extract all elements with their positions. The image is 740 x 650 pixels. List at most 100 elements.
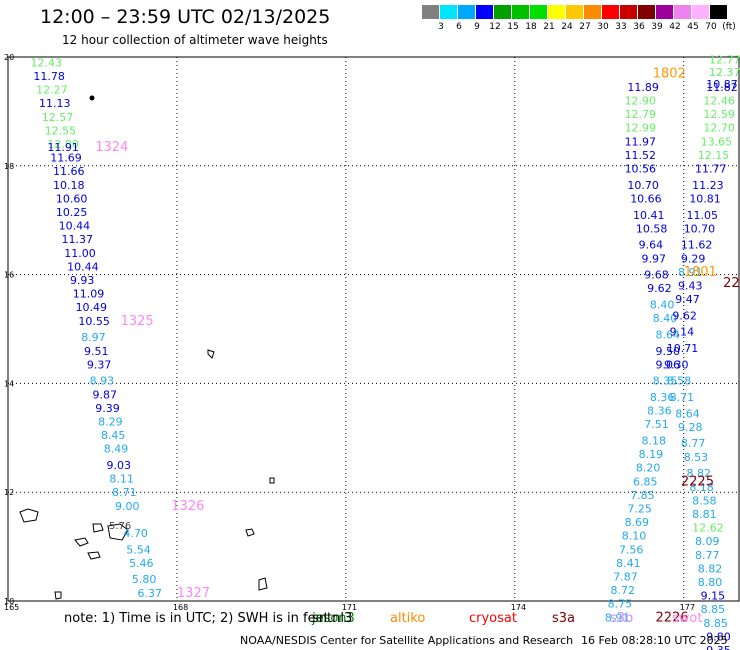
scale-label: (ft)	[722, 22, 736, 32]
wave-height-value: 12.99	[625, 122, 657, 135]
wave-height-value: 8.91	[605, 611, 630, 624]
wave-height-value: 8.29	[98, 415, 123, 428]
wave-height-value: 9.03	[107, 459, 131, 472]
scale-swatch	[422, 5, 439, 19]
wave-height-value: 9.39	[95, 402, 120, 415]
wave-height-value: 10.70	[684, 222, 716, 235]
x-tick-label: 168	[173, 603, 188, 612]
wave-height-value: 11.05	[687, 209, 719, 222]
wave-height-value: 13.65	[701, 135, 733, 148]
y-tick-label: 16	[4, 271, 14, 280]
wave-height-value: 7.25	[627, 503, 652, 516]
wave-height-value: 9.06	[656, 358, 681, 371]
wave-height-value: 10.18	[53, 179, 85, 192]
pass-time-label: 1326	[171, 499, 204, 514]
island-outline	[92, 523, 104, 533]
wave-height-value: 10.81	[689, 192, 721, 205]
wave-height-value: 7.56	[619, 543, 644, 556]
island-outline	[245, 528, 255, 537]
wave-height-value: 11.52	[625, 149, 657, 162]
wave-height-value: 8.19	[639, 448, 664, 461]
wave-height-value: 12.57	[42, 111, 74, 124]
wave-height-value: 12.79	[625, 108, 657, 121]
wave-height-value: 11.37	[61, 233, 93, 246]
x-tick-label: 177	[680, 603, 695, 612]
wave-height-value: 8.09	[695, 535, 720, 548]
island-outline	[258, 577, 268, 591]
wave-height-value: 11.00	[64, 247, 96, 260]
wave-height-value: 12.43	[31, 56, 63, 69]
wave-height-value: 10.55	[78, 315, 110, 328]
wave-height-value: 8.35	[653, 375, 678, 388]
wave-height-value: 8.18	[641, 435, 666, 448]
wave-height-value: 8.41	[616, 557, 641, 570]
wave-height-value: 10.25	[56, 206, 88, 219]
wave-height-value: 11.69	[50, 152, 82, 165]
scale-label: 33	[615, 22, 627, 32]
wave-height-value: 8.49	[104, 443, 129, 456]
scale-label: 3	[438, 22, 444, 32]
y-tick-label: 18	[4, 162, 14, 171]
wave-height-value: 9.87	[92, 388, 117, 401]
y-tick-label: 14	[4, 379, 14, 388]
island-outline	[269, 477, 275, 484]
wave-height-value: 9.00	[115, 500, 140, 513]
mission-label: s3b	[610, 611, 634, 626]
wave-height-value: 9.28	[678, 421, 703, 434]
wave-height-value: 8.40	[650, 299, 675, 312]
wave-height-value: 8.64	[656, 328, 681, 341]
y-tick-label: 10	[4, 597, 14, 606]
wave-height-value: 8.80	[698, 576, 723, 589]
wave-height-value: 10.44	[59, 220, 91, 233]
wave-height-value: 10.44	[67, 260, 99, 273]
island-outline	[74, 537, 89, 547]
scale-label: 24	[561, 22, 573, 32]
wave-height-value: 12.15	[698, 149, 730, 162]
wave-height-value: 10.71	[667, 342, 699, 355]
wave-height-value: 9.68	[644, 269, 669, 282]
wave-height-value: 8.71	[670, 391, 695, 404]
wave-height-value: 9.80	[706, 630, 731, 643]
wave-height-value: 11.66	[53, 165, 85, 178]
wave-height-value: 9.35	[706, 644, 731, 650]
wave-height-values: 12.4311.7812.2711.1312.5712.5512.8011.91…	[31, 54, 740, 650]
scale-swatch	[566, 5, 583, 19]
wave-height-value: 8.69	[625, 516, 650, 529]
wave-height-value: 8.82	[687, 467, 712, 480]
wave-height-value: 9.30	[664, 358, 689, 371]
scale-label: 18	[525, 22, 537, 32]
wave-height-value: 8.64	[675, 407, 700, 420]
wave-height-value: 10.60	[56, 192, 88, 205]
scale-label: 27	[579, 22, 591, 32]
scale-swatch	[494, 5, 511, 19]
wave-height-value: 5.54	[126, 543, 151, 556]
wave-height-value: 8.72	[610, 584, 635, 597]
wave-height-value: 12.37	[709, 66, 740, 79]
pass-time-label: 1324	[95, 140, 128, 155]
scale-swatch	[476, 5, 493, 19]
wave-height-value: 8.36	[647, 405, 672, 418]
wave-height-value: 9.93	[70, 274, 95, 287]
scale-swatch	[656, 5, 673, 19]
wave-height-value: 12.80	[47, 138, 79, 151]
island-dot	[89, 95, 95, 101]
wave-height-value: 11.77	[695, 163, 727, 176]
mission-label: s3a	[552, 611, 576, 626]
wave-height-value: 7.85	[630, 489, 655, 502]
mission-label: altiko	[390, 611, 426, 626]
scale-label: 15	[507, 22, 519, 32]
scale-swatch	[512, 5, 529, 19]
island-outline	[54, 591, 62, 600]
scale-label: 21	[543, 22, 555, 32]
wave-height-value: 8.91	[678, 266, 703, 279]
wave-height-value: 9.15	[701, 590, 726, 603]
wave-height-value: 11.13	[39, 97, 71, 110]
wave-height-value: 8.85	[701, 603, 726, 616]
wave-height-value: 10.49	[76, 301, 108, 314]
scale-swatch	[620, 5, 637, 19]
pass-time-label: 1327	[177, 586, 210, 601]
mission-label: sntnl3	[312, 611, 353, 626]
scale-label: 30	[597, 22, 609, 32]
chart-title: 12:00 – 23:59 UTC 02/13/2025	[40, 6, 331, 28]
scale-swatch	[710, 5, 727, 19]
